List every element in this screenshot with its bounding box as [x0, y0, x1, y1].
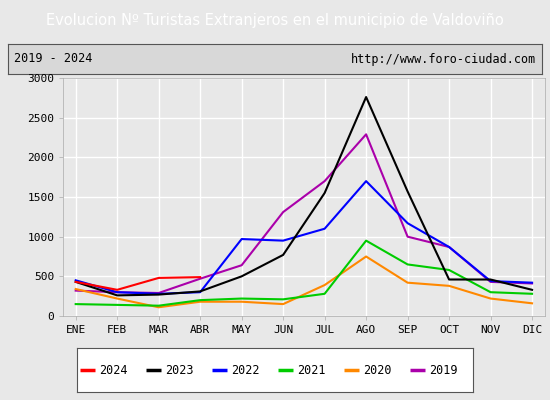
Text: 2020: 2020 — [363, 364, 391, 376]
Text: http://www.foro-ciudad.com: http://www.foro-ciudad.com — [351, 52, 536, 66]
Text: 2023: 2023 — [165, 364, 193, 376]
Text: 2019 - 2024: 2019 - 2024 — [14, 52, 92, 66]
Text: Evolucion Nº Turistas Extranjeros en el municipio de Valdoviño: Evolucion Nº Turistas Extranjeros en el … — [46, 14, 504, 28]
Text: 2024: 2024 — [99, 364, 127, 376]
Text: 2019: 2019 — [429, 364, 457, 376]
Text: 2021: 2021 — [297, 364, 325, 376]
Text: 2022: 2022 — [231, 364, 259, 376]
